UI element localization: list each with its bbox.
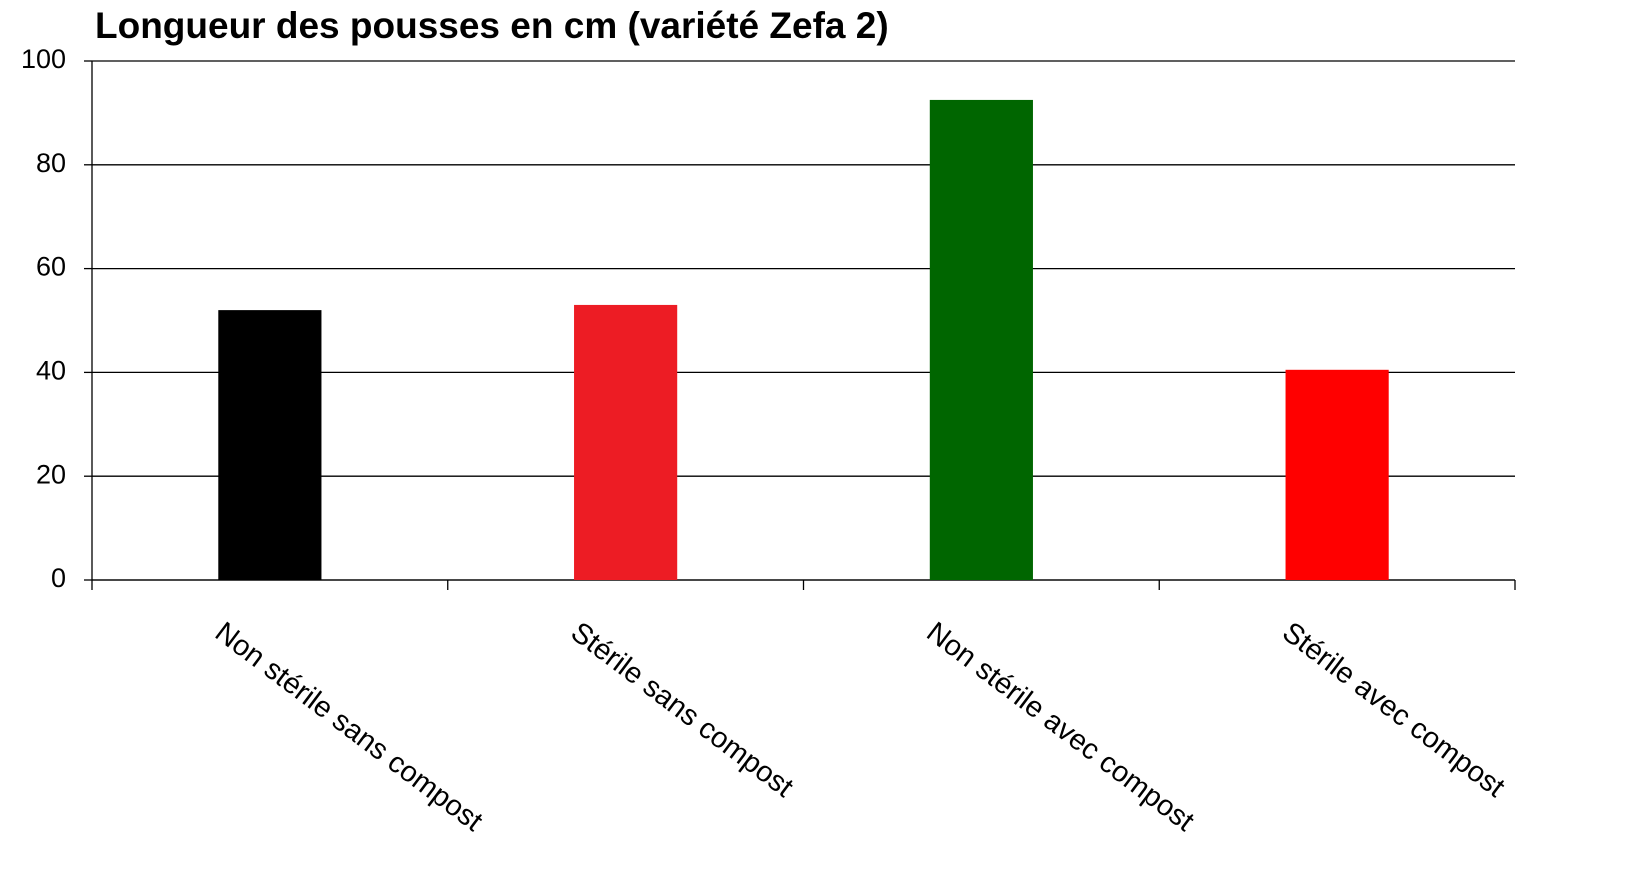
y-tick-label: 20 [36,459,66,489]
y-tick-label: 0 [51,563,66,593]
chart-title: Longueur des pousses en cm (variété Zefa… [95,5,889,46]
x-tick-label: Stérile sans compost [565,616,799,804]
x-tick-label: Stérile avec compost [1276,616,1510,804]
y-tick-label: 80 [36,148,66,178]
bar [218,310,322,580]
y-tick-label: 40 [36,356,66,386]
y-tick-label: 100 [21,44,66,74]
bar [1285,369,1389,580]
x-tick-label: Non stérile sans compost [209,616,488,838]
bar [574,304,678,580]
x-tick-label: Non stérile avec compost [921,616,1200,838]
bar [929,99,1033,581]
y-tick-label: 60 [36,252,66,282]
